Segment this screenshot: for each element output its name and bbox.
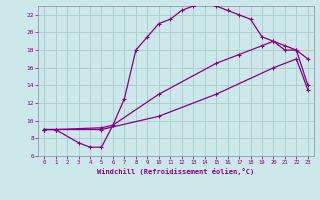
X-axis label: Windchill (Refroidissement éolien,°C): Windchill (Refroidissement éolien,°C) xyxy=(97,168,255,175)
